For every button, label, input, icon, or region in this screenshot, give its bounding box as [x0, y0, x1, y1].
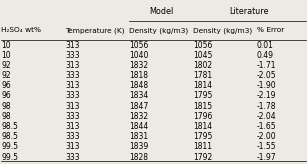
Text: H₂SO₄ wt%: H₂SO₄ wt% — [2, 27, 41, 33]
Text: 1045: 1045 — [193, 51, 212, 60]
Text: 98.5: 98.5 — [2, 132, 18, 141]
Text: Density (kg/m3): Density (kg/m3) — [129, 27, 188, 34]
Text: 1814: 1814 — [193, 81, 212, 90]
Text: 1056: 1056 — [129, 41, 149, 50]
Text: 1040: 1040 — [129, 51, 149, 60]
Text: 313: 313 — [65, 61, 80, 70]
Text: 1832: 1832 — [129, 112, 148, 121]
Text: 1815: 1815 — [193, 102, 212, 111]
Text: -2.00: -2.00 — [257, 132, 277, 141]
Text: 1792: 1792 — [193, 153, 212, 162]
Text: 1847: 1847 — [129, 102, 148, 111]
Text: 1839: 1839 — [129, 142, 148, 151]
Text: 1848: 1848 — [129, 81, 148, 90]
Text: Model: Model — [149, 7, 173, 16]
Text: 313: 313 — [65, 102, 80, 111]
Text: Literature: Literature — [230, 7, 269, 16]
Text: 1814: 1814 — [193, 122, 212, 131]
Text: 313: 313 — [65, 122, 80, 131]
Text: 98: 98 — [2, 112, 11, 121]
Text: 0.49: 0.49 — [257, 51, 274, 60]
Text: 1796: 1796 — [193, 112, 212, 121]
Text: 1832: 1832 — [129, 61, 148, 70]
Text: 333: 333 — [65, 71, 80, 80]
Text: 1844: 1844 — [129, 122, 148, 131]
Text: 0.01: 0.01 — [257, 41, 274, 50]
Text: 99.5: 99.5 — [2, 142, 18, 151]
Text: 98.5: 98.5 — [2, 122, 18, 131]
Text: 1802: 1802 — [193, 61, 212, 70]
Text: -1.55: -1.55 — [257, 142, 277, 151]
Text: 10: 10 — [2, 41, 11, 50]
Text: -2.19: -2.19 — [257, 92, 276, 100]
Text: 92: 92 — [2, 61, 11, 70]
Text: 10: 10 — [2, 51, 11, 60]
Text: 1831: 1831 — [129, 132, 148, 141]
Text: 99.5: 99.5 — [2, 153, 18, 162]
Text: -2.05: -2.05 — [257, 71, 277, 80]
Text: 96: 96 — [2, 92, 11, 100]
Text: 313: 313 — [65, 142, 80, 151]
Text: -1.78: -1.78 — [257, 102, 276, 111]
Text: 1781: 1781 — [193, 71, 212, 80]
Text: 333: 333 — [65, 92, 80, 100]
Text: 333: 333 — [65, 153, 80, 162]
Text: -1.97: -1.97 — [257, 153, 277, 162]
Text: 98: 98 — [2, 102, 11, 111]
Text: -2.04: -2.04 — [257, 112, 277, 121]
Text: Density (kg/m3): Density (kg/m3) — [193, 27, 252, 34]
Text: 333: 333 — [65, 132, 80, 141]
Text: 1795: 1795 — [193, 92, 212, 100]
Text: 1828: 1828 — [129, 153, 148, 162]
Text: 1834: 1834 — [129, 92, 148, 100]
Text: 313: 313 — [65, 81, 80, 90]
Text: 333: 333 — [65, 112, 80, 121]
Text: 1795: 1795 — [193, 132, 212, 141]
Text: -1.65: -1.65 — [257, 122, 277, 131]
Text: 1818: 1818 — [129, 71, 148, 80]
Text: 96: 96 — [2, 81, 11, 90]
Text: Temperature (K): Temperature (K) — [65, 27, 125, 34]
Text: % Error: % Error — [257, 27, 284, 33]
Text: 1811: 1811 — [193, 142, 212, 151]
Text: 1056: 1056 — [193, 41, 212, 50]
Text: 92: 92 — [2, 71, 11, 80]
Text: 333: 333 — [65, 51, 80, 60]
Text: -1.90: -1.90 — [257, 81, 277, 90]
Text: 313: 313 — [65, 41, 80, 50]
Text: -1.71: -1.71 — [257, 61, 276, 70]
